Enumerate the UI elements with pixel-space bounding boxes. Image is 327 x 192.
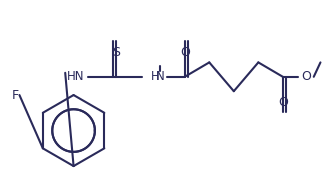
Text: F: F: [12, 89, 19, 102]
Text: HN: HN: [66, 70, 84, 83]
Text: H: H: [151, 70, 160, 83]
Text: O: O: [301, 70, 311, 83]
Text: S: S: [112, 46, 120, 59]
Text: N: N: [156, 70, 165, 83]
Text: O: O: [180, 46, 190, 59]
Text: O: O: [278, 96, 288, 109]
